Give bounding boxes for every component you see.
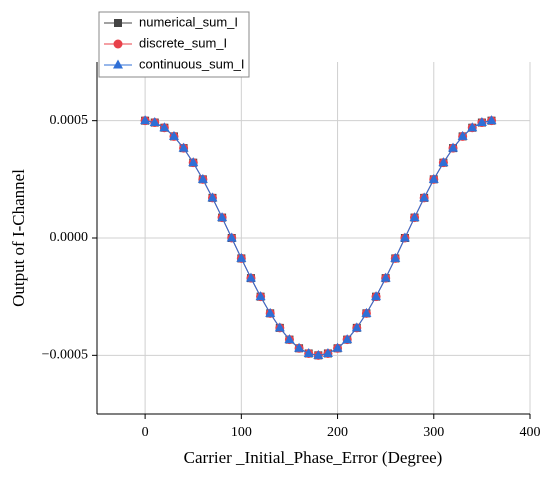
y-tick-label: −0.0005 (42, 348, 88, 363)
marker (419, 192, 430, 202)
marker (284, 334, 295, 344)
marker (178, 142, 189, 152)
marker (428, 173, 439, 183)
marker (236, 252, 247, 262)
marker (188, 157, 199, 167)
y-tick-label: 0.0000 (50, 230, 89, 245)
marker (476, 117, 487, 127)
marker (149, 117, 160, 127)
legend-marker (113, 39, 123, 49)
marker (294, 342, 305, 352)
x-tick-label: 0 (142, 425, 149, 440)
marker (332, 342, 343, 352)
marker (342, 334, 353, 344)
marker (313, 349, 324, 359)
legend-label: continuous_sum_I (139, 56, 245, 71)
marker (217, 212, 228, 222)
marker (371, 291, 382, 301)
marker (399, 232, 410, 242)
marker (303, 347, 314, 357)
marker (274, 322, 285, 332)
marker (409, 212, 420, 222)
marker (448, 142, 459, 152)
marker (390, 252, 401, 262)
legend-marker (113, 59, 123, 69)
y-axis-title: Output of I-Channel (9, 169, 28, 307)
x-tick-label: 400 (520, 425, 541, 440)
legend-label: discrete_sum_I (139, 35, 227, 50)
marker (226, 232, 237, 242)
y-tick-label: 0.0005 (50, 113, 89, 128)
x-tick-label: 300 (423, 425, 444, 440)
marker (265, 307, 276, 317)
x-axis-title: Carrier _Initial_Phase_Error (Degree) (184, 448, 443, 467)
marker (245, 272, 256, 282)
marker (467, 122, 478, 132)
x-tick-label: 100 (231, 425, 252, 440)
marker (140, 115, 151, 125)
marker (486, 115, 497, 125)
marker (197, 173, 208, 183)
marker (255, 291, 266, 301)
legend-label: numerical_sum_I (139, 14, 238, 29)
marker (438, 157, 449, 167)
marker (457, 130, 468, 140)
marker (168, 130, 179, 140)
marker (159, 122, 170, 132)
marker (207, 192, 218, 202)
marker (380, 272, 391, 282)
legend-marker (114, 19, 122, 27)
marker (361, 307, 372, 317)
marker (322, 347, 333, 357)
legend: numerical_sum_I discrete_sum_I continuous_… (98, 11, 250, 78)
marker (351, 322, 362, 332)
x-tick-label: 200 (327, 425, 348, 440)
